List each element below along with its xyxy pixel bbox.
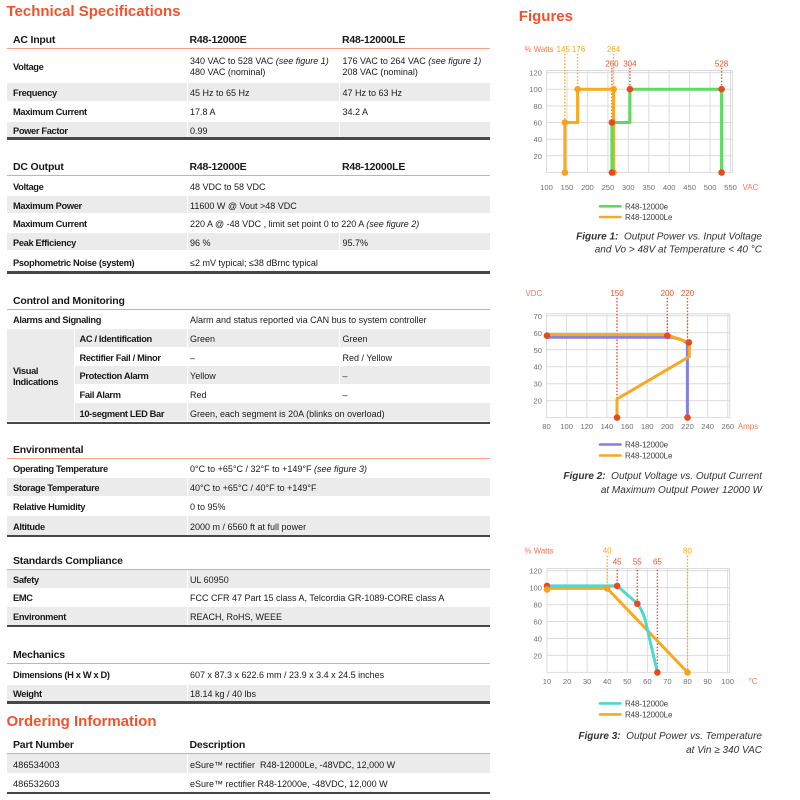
svg-text:Figure 3: Output Power vs. Te: Figure 3: Output Power vs. Temperature [578,731,762,742]
svg-text:R48-12000Le: R48-12000Le [625,213,673,222]
svg-text:180: 180 [641,422,654,431]
svg-text:Amps: Amps [738,422,758,431]
svg-text:40: 40 [603,546,612,555]
svg-text:80: 80 [534,102,542,111]
svg-text:80: 80 [683,677,691,686]
svg-text:120: 120 [529,69,542,78]
svg-text:20: 20 [534,152,542,161]
svg-text:20: 20 [563,677,571,686]
svg-text:and Vo > 48V at Temperature <: and Vo > 48V at Temperature < 40 °C [595,244,763,255]
svg-text:200: 200 [661,289,675,298]
svg-text:°C: °C [749,677,758,686]
svg-text:30: 30 [534,380,542,389]
svg-text:at Maximum Output Power 12000: at Maximum Output Power 12000 W [601,485,764,496]
svg-text:Figure 1: Output Power vs. In: Figure 1: Output Power vs. Input Voltage [576,231,762,242]
svg-text:R48-12000Le: R48-12000Le [625,452,673,461]
svg-text:90: 90 [703,677,711,686]
svg-text:140: 140 [601,422,614,431]
svg-text:60: 60 [643,677,651,686]
svg-text:350: 350 [642,183,655,192]
svg-text:100: 100 [529,584,542,593]
svg-text:40: 40 [603,677,611,686]
svg-text:240: 240 [701,422,714,431]
svg-text:R48-12000e: R48-12000e [625,441,669,450]
svg-text:260: 260 [605,59,619,68]
svg-text:40: 40 [534,363,542,372]
svg-text:55: 55 [633,557,642,566]
svg-text:150: 150 [561,183,574,192]
svg-text:80: 80 [683,546,692,555]
svg-text:80: 80 [542,422,550,431]
svg-text:220: 220 [681,422,694,431]
svg-text:528: 528 [715,59,729,68]
svg-text:at Vin ≥ 340 VAC: at Vin ≥ 340 VAC [686,745,763,756]
svg-text:40: 40 [534,635,542,644]
svg-text:50: 50 [623,677,631,686]
svg-text:160: 160 [621,422,634,431]
svg-text:70: 70 [663,677,671,686]
svg-text:65: 65 [653,557,662,566]
svg-text:30: 30 [583,677,591,686]
svg-text:VDC: VDC [526,289,543,298]
svg-text:40: 40 [534,135,542,144]
svg-text:80: 80 [534,601,542,610]
svg-text:VAC: VAC [743,183,759,192]
svg-text:20: 20 [534,651,542,660]
svg-text:% Watts: % Watts [525,45,554,54]
svg-text:R48-12000Le: R48-12000Le [625,710,673,719]
svg-text:264: 264 [607,45,621,54]
svg-text:60: 60 [534,618,542,627]
svg-text:450: 450 [683,183,696,192]
svg-text:60: 60 [534,329,542,338]
svg-text:% Watts: % Watts [525,546,554,555]
svg-text:70: 70 [534,312,542,321]
svg-text:100: 100 [540,183,553,192]
svg-text:100: 100 [560,422,573,431]
svg-text:550: 550 [724,183,737,192]
svg-text:304: 304 [623,59,637,68]
svg-text:500: 500 [704,183,717,192]
svg-text:10: 10 [543,677,551,686]
svg-text:260: 260 [721,422,734,431]
svg-text:R48-12000e: R48-12000e [625,202,669,211]
svg-text:220: 220 [681,289,695,298]
svg-text:200: 200 [661,422,674,431]
svg-text:400: 400 [663,183,676,192]
svg-text:300: 300 [622,183,635,192]
svg-text:Figure 2: Output Voltage vs.: Figure 2: Output Voltage vs. Output Curr… [563,471,763,482]
svg-text:60: 60 [534,119,542,128]
svg-text:20: 20 [534,397,542,406]
svg-text:R48-12000e: R48-12000e [625,699,669,708]
svg-text:50: 50 [534,346,542,355]
svg-text:150: 150 [610,289,624,298]
svg-text:145: 145 [557,45,571,54]
svg-text:100: 100 [529,85,542,94]
svg-text:176: 176 [572,45,586,54]
svg-text:250: 250 [602,183,615,192]
svg-text:100: 100 [721,677,734,686]
svg-text:120: 120 [529,567,542,576]
svg-text:120: 120 [580,422,593,431]
svg-text:45: 45 [613,557,622,566]
svg-text:200: 200 [581,183,594,192]
